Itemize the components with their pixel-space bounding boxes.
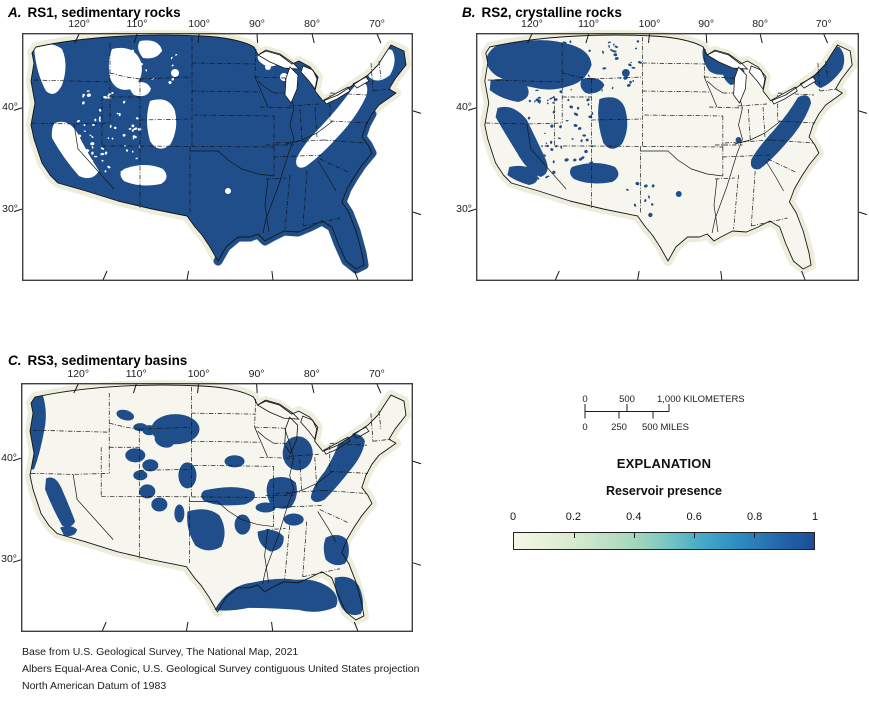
map-frame [475,32,860,282]
latitude-label: 40° [2,101,18,114]
scale-mi-0: 0 [582,422,587,433]
latitude-label: 30° [1,553,17,566]
latitude-label: 30° [2,202,18,215]
longitude-label: 70° [368,368,385,380]
latitude-label: 40° [1,451,17,464]
longitude-label: 70° [369,18,385,30]
scale-km-1000: 1,000 KILOMETERS [657,394,745,405]
longitude-label: 120° [521,18,543,30]
longitude-label: 100° [638,18,661,30]
great-lakes [706,49,817,105]
great-lakes [257,49,370,105]
longitude-label: 100° [188,18,210,30]
longitude-label: 90° [698,18,715,30]
state-boundaries [31,387,391,584]
longitude-label: 80° [303,368,320,380]
longitude-label: 100° [187,368,210,380]
colorbar-tick-label: 0.8 [746,511,763,523]
colorbar-tick-label: 0 [509,511,517,523]
us-landmass [484,35,853,270]
coastal-basin-polygons [214,535,363,616]
state-boundaries [31,37,392,234]
panel-c-title-text: RS3, sedimentary basins [27,353,188,368]
terrain-speckles [76,49,178,173]
scale-mi-500: 500 MILES [642,422,689,433]
coastline [484,34,853,270]
colorbar-tick [574,533,576,538]
graticule-ticks [468,33,867,281]
base-credit-line: Base from U.S. Geological Survey, The Na… [22,646,299,658]
panel-a-title-text: RS1, sedimentary rocks [27,5,181,20]
coastline [29,384,407,621]
scale-bar-lines [584,404,670,419]
panel-c-title: C. RS3, sedimentary basins [8,353,187,368]
panel-b-letter: B. [462,5,476,20]
map-rs2-crystalline-rocks [468,30,867,282]
state-boundaries [485,37,838,234]
map-frame [21,32,414,282]
scale-bar: 0 500 1,000 KILOMETERS 0 250 500 MILES [582,394,745,433]
latitude-label: 40° [456,101,472,114]
colorbar-tick [634,533,636,538]
scale-km-0: 0 [582,394,587,405]
legend-subheading: Reservoir presence [605,484,723,498]
scale-mi-250: 250 [611,422,627,433]
longitude-label: 90° [249,18,265,30]
longitude-label: 110° [578,18,600,30]
panel-a-title: A. RS1, sedimentary rocks [8,5,181,20]
longitude-label: 110° [126,18,148,30]
panel-a-letter: A. [8,5,22,20]
map-rs3-sedimentary-basins [12,380,422,633]
non-sedimentary-patches [34,40,395,194]
colorbar-tick-label: 0.4 [626,511,642,523]
colorbar-reservoir-presence [513,532,815,550]
graticule-ticks [13,33,422,281]
longitude-label: 120° [68,18,90,30]
explanation-heading: EXPLANATION [616,456,712,471]
coastline [30,34,407,270]
base-credit-line: North American Datum of 1983 [22,680,167,692]
colorbar-tick-label: 1 [811,511,819,523]
base-credit: Base from U.S. Geological Survey, The Na… [22,644,419,695]
longitude-label: 110° [125,368,147,380]
longitude-label: 80° [304,18,321,30]
scale-km-500: 500 [619,394,635,405]
colorbar-tick [754,533,756,538]
terrain-speckles [527,40,655,207]
longitude-label: 80° [752,18,769,30]
map-frame [20,382,414,633]
colorbar-tick [694,533,696,538]
map-rs1-sedimentary-rocks [13,30,422,282]
colorbar-tick-label: 0.2 [565,511,582,523]
longitude-label: 70° [815,18,832,30]
panel-b-title-text: RS2, crystalline rocks [481,5,622,20]
base-credit-line: Albers Equal-Area Conic, U.S. Geological… [22,663,420,675]
colorbar-tick-label: 0.6 [686,511,702,523]
longitude-label: 90° [248,368,265,380]
latitude-label: 30° [456,202,472,215]
us-landmass [31,35,406,270]
graticule-ticks [12,383,422,632]
panel-c-letter: C. [8,353,22,368]
panel-b-title: B. RS2, crystalline rocks [462,5,622,20]
longitude-label: 120° [67,368,90,380]
